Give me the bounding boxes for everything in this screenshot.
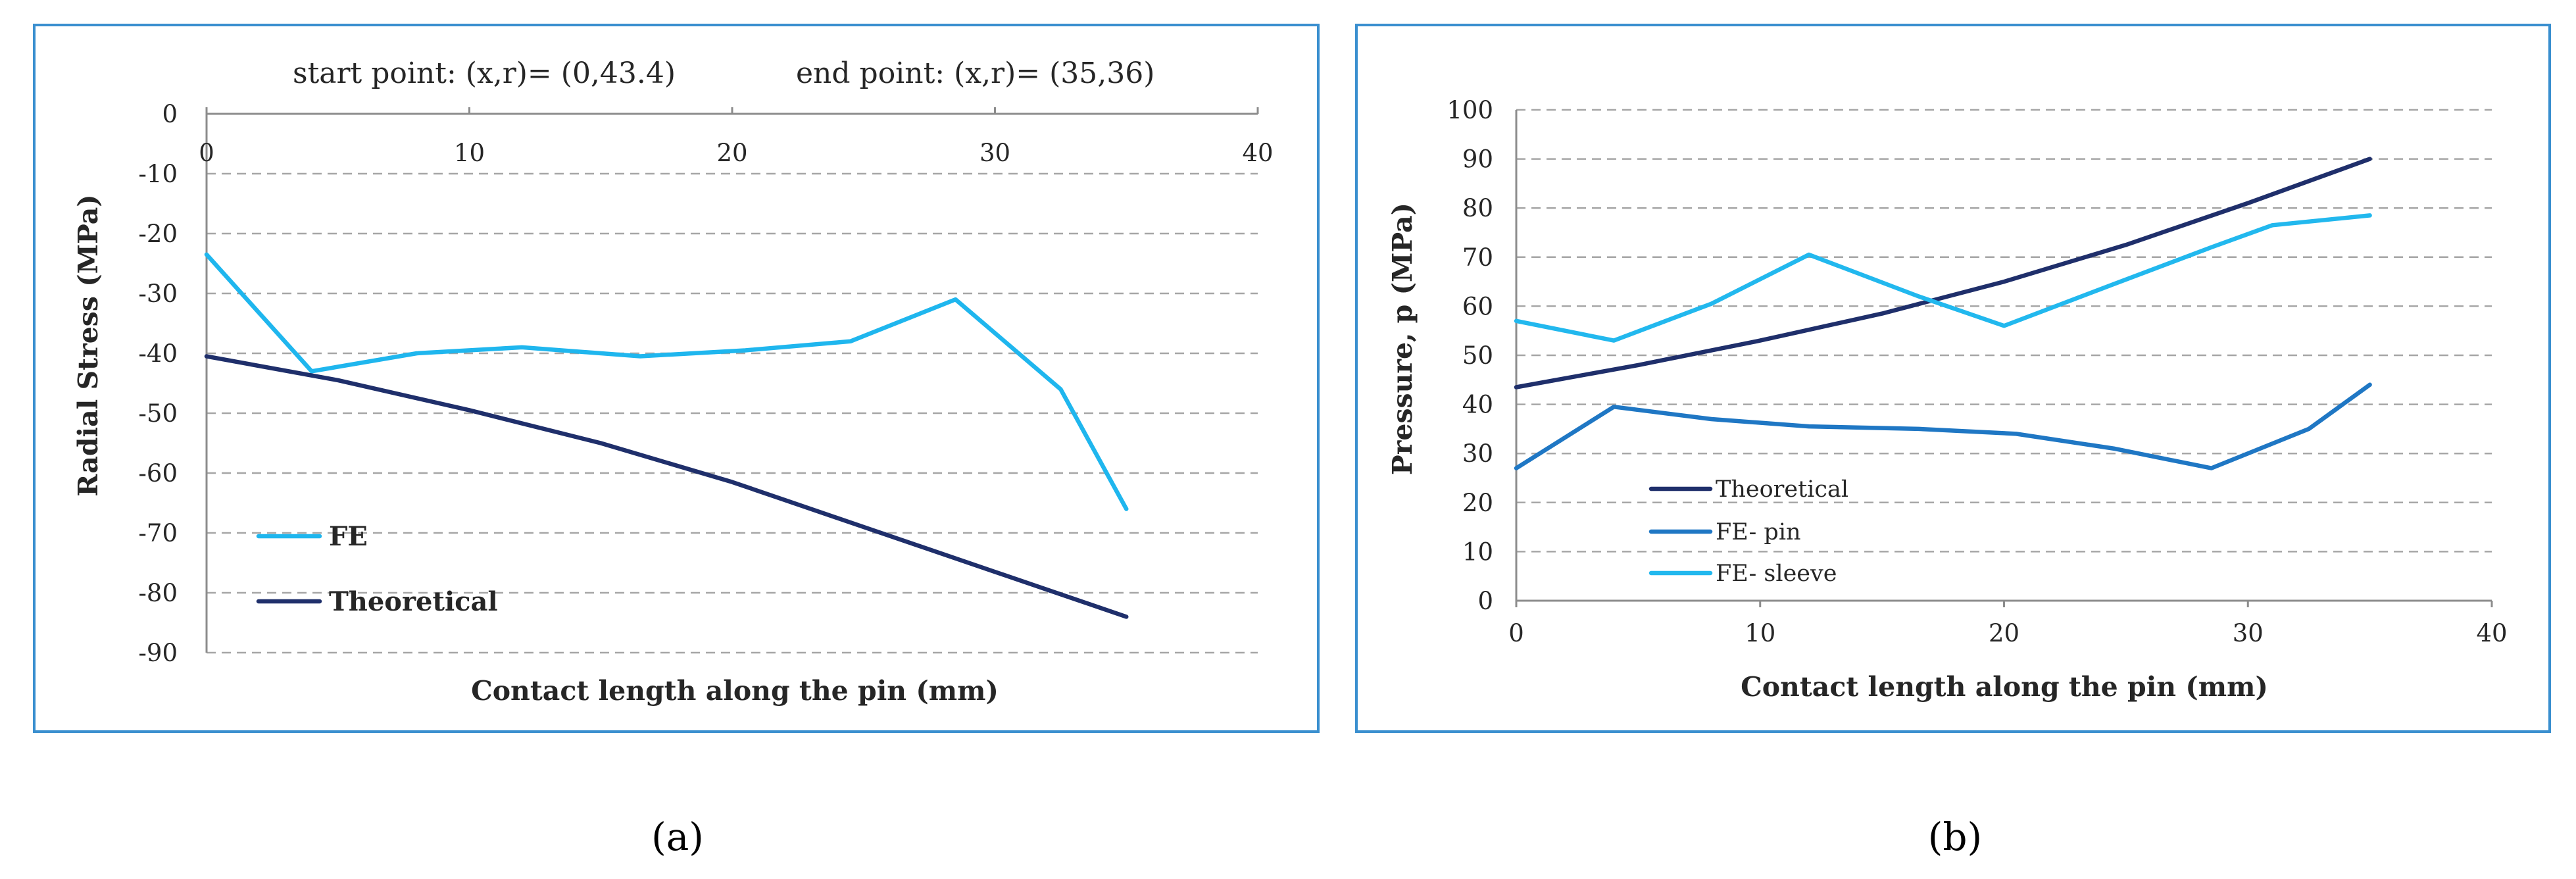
a-x-tick-label: 20 bbox=[716, 139, 747, 167]
a-x-axis-title: Contact length along the pin (mm) bbox=[471, 675, 999, 707]
b-y-tick-label: 80 bbox=[1462, 194, 1493, 222]
b-y-tick-label: 100 bbox=[1447, 96, 1493, 124]
b-series-fe-pin-line bbox=[1514, 382, 2372, 470]
a-x-tick-label: 30 bbox=[979, 139, 1010, 167]
b-y-tick-label: 60 bbox=[1462, 292, 1493, 320]
a-annotation-end: end point: (x,r)= (35,36) bbox=[796, 57, 1154, 90]
a-x-tick-labels: 0 10 20 30 40 bbox=[199, 139, 1273, 167]
b-x-tick-labels: 0 10 20 30 40 bbox=[1508, 619, 2507, 647]
b-y-tick-label: 70 bbox=[1462, 243, 1493, 272]
a-y-tick-labels: 0 -10 -20 -30 -40 -50 -60 -70 -80 -90 bbox=[138, 100, 178, 667]
b-y-tick-labels: 0 10 20 30 40 50 60 70 80 90 100 bbox=[1447, 96, 1493, 615]
b-y-tick-label: 10 bbox=[1462, 538, 1493, 566]
b-series-theoretical-line bbox=[1514, 157, 2372, 389]
a-y-axis-title: Radial Stress (MPa) bbox=[72, 194, 104, 496]
b-x-tick-label: 0 bbox=[1508, 619, 1524, 647]
a-axes bbox=[205, 107, 1259, 653]
caption-a: (a) bbox=[651, 815, 704, 859]
panel-a-frame bbox=[33, 24, 1320, 733]
a-gridlines bbox=[207, 172, 1258, 654]
panel-a-chart: 0 -10 -20 -30 -40 -50 -60 -70 -80 -90 0 10 20 30 40 s… bbox=[72, 57, 1274, 707]
a-annotation-start: start point: (x,r)= (0,43.4) bbox=[293, 57, 676, 90]
a-y-tick-label: -70 bbox=[138, 519, 178, 547]
b-legend-fe-sleeve-label: FE- sleeve bbox=[1716, 561, 1837, 587]
b-x-axis-title: Contact length along the pin (mm) bbox=[1741, 671, 2268, 703]
a-series-theoretical-line bbox=[204, 354, 1129, 619]
b-y-tick-label: 30 bbox=[1462, 440, 1493, 468]
a-y-tick-label: -30 bbox=[138, 280, 178, 308]
b-series-lines bbox=[1514, 157, 2372, 470]
a-x-tick-label: 10 bbox=[454, 139, 485, 167]
b-x-tick-label: 40 bbox=[2476, 619, 2507, 647]
b-y-tick-label: 0 bbox=[1477, 587, 1493, 615]
b-x-tick-label: 20 bbox=[1989, 619, 2019, 647]
b-x-tick-label: 30 bbox=[2233, 619, 2264, 647]
b-y-tick-label: 40 bbox=[1462, 391, 1493, 419]
a-y-tick-label: -90 bbox=[138, 639, 178, 667]
b-legend-fe-pin-label: FE- pin bbox=[1716, 519, 1801, 545]
panel-b-frame bbox=[1355, 24, 2551, 733]
b-gridlines bbox=[1516, 109, 2492, 553]
b-x-tick-label: 10 bbox=[1745, 619, 1775, 647]
b-legend: Theoretical FE- pin FE- sleeve bbox=[1648, 476, 1848, 587]
b-y-tick-label: 90 bbox=[1462, 145, 1493, 174]
a-x-tick-label: 0 bbox=[199, 139, 214, 167]
caption-b: (b) bbox=[1928, 815, 1982, 859]
a-y-tick-label: -60 bbox=[138, 459, 178, 488]
b-y-tick-label: 20 bbox=[1462, 489, 1493, 517]
b-series-fe-sleeve-line bbox=[1514, 213, 2372, 343]
b-y-tick-label: 50 bbox=[1462, 341, 1493, 370]
a-series-lines bbox=[204, 252, 1129, 619]
b-y-axis-title: Pressure, p (MPa) bbox=[1387, 203, 1418, 475]
b-axes bbox=[1515, 110, 2493, 607]
a-y-tick-label: -50 bbox=[138, 399, 178, 428]
panel-b-chart: 0 10 20 30 40 50 60 70 80 90 100 0 10 20 30 40 Contact… bbox=[1387, 96, 2508, 703]
a-series-fe-line bbox=[204, 252, 1129, 511]
a-legend-theoretical-label: Theoretical bbox=[329, 586, 498, 617]
a-legend-fe-label: FE bbox=[329, 521, 368, 552]
a-y-tick-label: -80 bbox=[138, 579, 178, 607]
a-y-tick-label: -10 bbox=[138, 160, 178, 188]
b-legend-theoretical-label: Theoretical bbox=[1716, 476, 1848, 503]
a-legend: FE Theoretical bbox=[256, 521, 498, 617]
a-y-tick-label: -40 bbox=[138, 339, 178, 368]
a-y-tick-label: 0 bbox=[162, 100, 178, 128]
a-y-tick-label: -20 bbox=[138, 220, 178, 248]
a-x-tick-label: 40 bbox=[1242, 139, 1273, 167]
